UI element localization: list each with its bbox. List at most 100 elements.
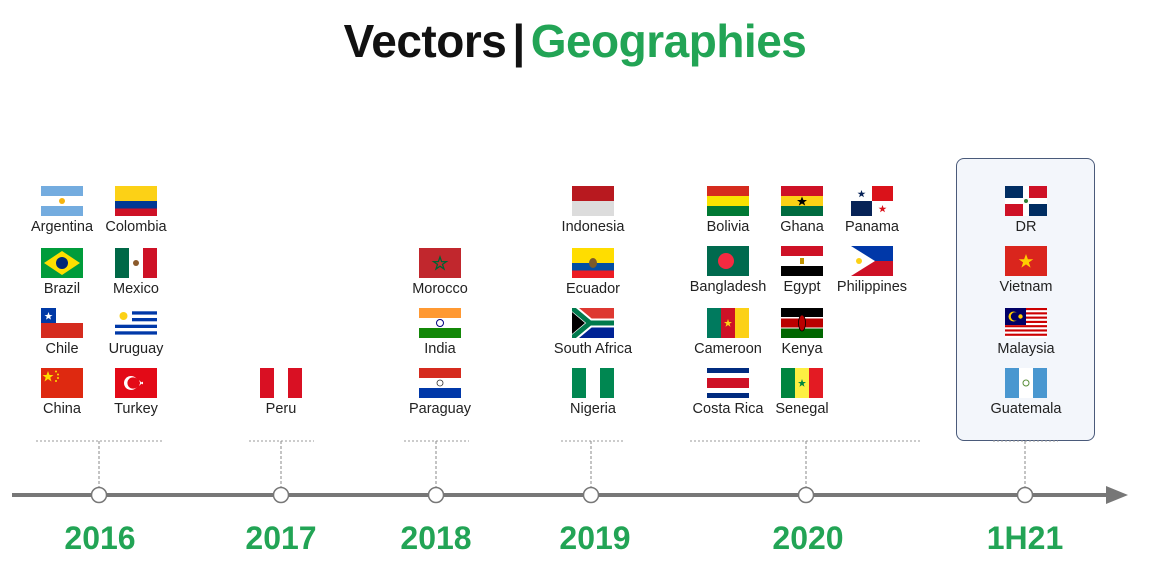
timeline-node-2019 [582,486,600,504]
country-label: Cameroon [694,341,762,357]
country-label: Kenya [781,341,823,357]
country-label: Philippines [836,279,908,295]
flag-item-colombia: Colombia [100,186,172,235]
country-label: Guatemala [990,401,1062,417]
china-flag-icon [41,368,83,398]
philippines-flag-icon [851,246,893,276]
country-label: Nigeria [570,401,616,417]
indonesia-flag-icon [572,186,614,216]
year-label-2017: 2017 [245,520,317,556]
country-label: Morocco [412,281,468,297]
vietnam-flag-icon [1005,246,1047,276]
flag-item-mexico: Mexico [100,248,172,297]
year-label-2019: 2019 [559,520,631,556]
country-label: Panama [844,219,899,235]
guatemala-flag-icon [1005,368,1047,398]
country-label: Bolivia [706,219,750,235]
cameroon-flag-icon [707,308,749,338]
india-flag-icon [419,308,461,338]
timeline-node-2017 [272,486,290,504]
country-label: Malaysia [997,341,1055,357]
country-label: Mexico [113,281,159,297]
title-vectors: Vectors [343,15,507,67]
peru-flag-icon [260,368,302,398]
bolivia-flag-icon [707,186,749,216]
flag-item-ecuador: Ecuador [552,248,634,297]
egypt-flag-icon [781,246,823,276]
flag-item-dr: DR [990,186,1062,235]
colombia-flag-icon [115,186,157,216]
slide-title: Vectors | Geographies [0,14,1150,68]
kenya-flag-icon [781,308,823,338]
country-label: Turkey [114,401,158,417]
flag-item-china: China [26,368,98,417]
country-label: Chile [45,341,79,357]
year-label-2018: 2018 [400,520,472,556]
brazil-flag-icon [41,248,83,278]
turkey-flag-icon [115,368,157,398]
title-geographies: Geographies [530,15,807,67]
flag-item-south-africa: South Africa [548,308,638,357]
nigeria-flag-icon [572,368,614,398]
country-label: Ghana [780,219,824,235]
flag-item-indonesia: Indonesia [552,186,634,235]
flag-item-argentina: Argentina [26,186,98,235]
flag-item-peru: Peru [245,368,317,417]
ghana-flag-icon [781,186,823,216]
flag-item-uruguay: Uruguay [100,308,172,357]
year-label-2016: 2016 [64,520,136,556]
flag-item-egypt: Egypt [766,246,838,295]
flag-item-paraguay: Paraguay [400,368,480,417]
morocco-flag-icon [419,248,461,278]
flag-item-bolivia: Bolivia [690,186,766,235]
flag-item-india: India [402,308,478,357]
flag-item-chile: Chile [26,308,98,357]
timeline-arrow-icon [1106,486,1128,504]
country-label: Peru [265,401,297,417]
malaysia-flag-icon [1005,308,1047,338]
flag-item-costa-rica: Costa Rica [686,368,770,417]
country-label: India [424,341,456,357]
timeline-node-2016 [90,486,108,504]
flag-item-morocco: Morocco [402,248,478,297]
dominican-republic-flag-icon [1005,186,1047,216]
bangladesh-flag-icon [707,246,749,276]
country-label: Colombia [105,219,167,235]
country-label: Senegal [775,401,829,417]
country-label: Paraguay [408,401,472,417]
costa-rica-flag-icon [707,368,749,398]
flag-item-panama: Panama [836,186,908,235]
flag-item-nigeria: Nigeria [552,368,634,417]
south-africa-flag-icon [572,308,614,338]
country-label: Costa Rica [692,401,764,417]
country-label: Argentina [30,219,94,235]
country-label: DR [1015,219,1037,235]
mexico-flag-icon [115,248,157,278]
flag-item-philippines: Philippines [830,246,914,295]
country-label: Bangladesh [689,279,767,295]
flag-item-kenya: Kenya [766,308,838,357]
year-label-2020: 2020 [772,520,844,556]
flag-item-bangladesh: Bangladesh [686,246,770,295]
flag-item-malaysia: Malaysia [988,308,1064,357]
flag-item-brazil: Brazil [26,248,98,297]
timeline-node-2020 [797,486,815,504]
argentina-flag-icon [41,186,83,216]
country-label: Brazil [43,281,81,297]
title-separator: | [512,15,525,67]
flag-item-cameroon: Cameroon [690,308,766,357]
chile-flag-icon [41,308,83,338]
senegal-flag-icon [781,368,823,398]
paraguay-flag-icon [419,368,461,398]
timeline-node-2018 [427,486,445,504]
flag-item-ghana: Ghana [766,186,838,235]
country-label: South Africa [553,341,633,357]
year-label-1h21: 1H21 [986,520,1064,556]
flag-item-senegal: Senegal [766,368,838,417]
flag-item-guatemala: Guatemala [984,368,1068,417]
country-label: Egypt [783,279,821,295]
timeline-node-1h21 [1016,486,1034,504]
country-label: China [43,401,81,417]
